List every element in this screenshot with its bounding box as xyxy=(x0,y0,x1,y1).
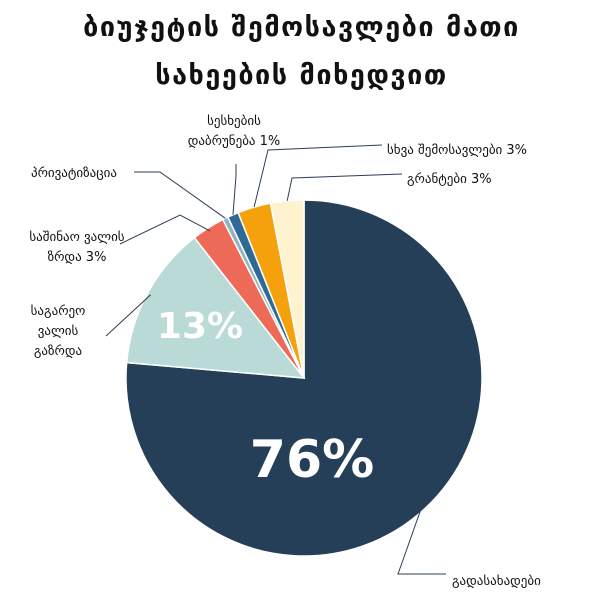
leader-line-1 xyxy=(105,294,152,337)
slice-percent-1: 13% xyxy=(157,306,243,347)
pie-slice-6 xyxy=(269,199,305,379)
leader-line-3 xyxy=(134,171,226,219)
slice-label-1: საგარეო ვალის გაზრდა xyxy=(31,304,86,359)
slice-percent-0: 76% xyxy=(250,430,374,490)
leader-line-4 xyxy=(232,164,237,215)
pie-slice-1 xyxy=(125,236,306,379)
slice-label-4: სესხების დაბრუნება 1% xyxy=(188,114,281,149)
slice-label-3: პრივატიზაცია xyxy=(31,166,117,181)
slice-label-6: გრანტები 3% xyxy=(407,172,492,187)
slice-label-2: საშინაო ვალის ზრდა 3% xyxy=(29,230,124,265)
leader-line-6 xyxy=(286,173,403,201)
slice-label-5: სხვა შემოსავლები 3% xyxy=(387,143,527,158)
leader-line-2 xyxy=(119,214,211,245)
chart-title-line-2: სახეების მიხედვით xyxy=(155,60,448,91)
slice-label-0: გადასახადები xyxy=(452,574,541,589)
chart-title-line-1: ბიუჯეტის შემოსავლები მათი xyxy=(83,12,520,43)
leader-line-5 xyxy=(253,144,383,208)
leader-line-0 xyxy=(397,506,446,575)
